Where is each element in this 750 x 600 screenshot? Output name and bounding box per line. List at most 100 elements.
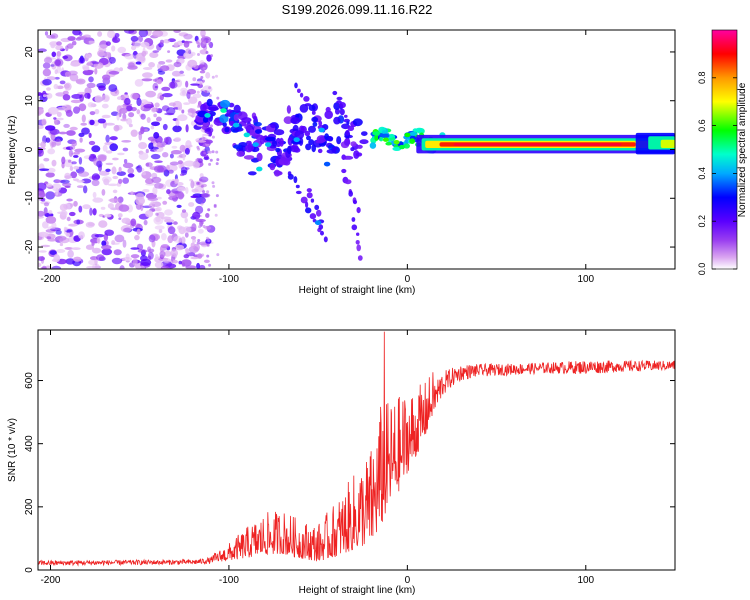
spectrogram-blob <box>192 93 202 99</box>
spectrogram-blob <box>135 61 142 65</box>
colorbar-tick-label: 0.4 <box>697 167 707 180</box>
spectrogram-blob <box>247 171 257 176</box>
spectrogram-blob <box>180 211 189 219</box>
spectrogram-y-axis: -20 -10 0 10 20 <box>24 46 675 254</box>
spectrogram-blob <box>130 35 139 42</box>
spectrogram-blob <box>71 94 83 99</box>
spectrogram-blob <box>122 162 134 169</box>
spectrogram-blob <box>88 76 94 83</box>
spectrogram-blob <box>42 221 49 229</box>
spectrogram-blob <box>287 145 292 155</box>
spectrogram-blob <box>163 39 170 44</box>
spectrogram-blob <box>415 127 424 133</box>
spectrogram-blob <box>101 248 113 256</box>
spectrogram-blob <box>311 116 319 123</box>
spectrogram-blob <box>189 51 196 57</box>
spectrogram-blob <box>89 111 96 116</box>
spectrogram-blob <box>216 96 220 100</box>
spectrogram-blob <box>149 52 159 58</box>
spectrogram-blob <box>265 136 276 142</box>
spectrogram-blob <box>295 184 300 189</box>
spectrogram-blob <box>63 83 70 89</box>
spectrogram-blob <box>61 156 66 165</box>
y-tick-label: 400 <box>24 435 35 452</box>
spectrogram-blob <box>39 191 46 198</box>
spectrogram-blob <box>351 224 358 231</box>
snr-y-axis: 0 200 400 600 <box>24 372 675 573</box>
spectrogram-blob <box>162 93 173 98</box>
spectrogram-blob <box>65 258 76 265</box>
spectrogram-blob <box>104 122 115 126</box>
spectrogram-blob <box>207 42 211 46</box>
x-tick-label: 100 <box>577 575 594 586</box>
spectrogram-tone-band <box>453 143 622 146</box>
spectrogram-blob <box>162 258 171 263</box>
spectrogram-blob <box>333 102 340 110</box>
spectrogram-blob <box>299 92 304 98</box>
spectrogram-blob <box>92 208 97 216</box>
spectrogram-blob <box>101 94 110 103</box>
spectrogram-blob <box>187 112 193 116</box>
spectrogram-blob <box>344 114 348 118</box>
spectrogram-blob <box>97 49 105 57</box>
spectrogram-blob <box>47 226 56 230</box>
spectrogram-blob <box>190 242 196 249</box>
spectrogram-blob <box>53 254 61 263</box>
spectrogram-blob <box>403 143 410 149</box>
spectrogram-blob <box>170 150 182 155</box>
spectrogram-blob <box>44 31 49 36</box>
spectrogram-blob <box>119 107 128 114</box>
x-tick-label: 100 <box>577 274 594 285</box>
spectrogram-blob <box>51 265 62 269</box>
spectrogram-blob <box>117 213 123 218</box>
spectrogram-blob <box>211 135 215 139</box>
spectrogram-blob <box>116 112 120 121</box>
spectrogram-blob <box>46 167 56 173</box>
spectrogram-blob <box>152 186 158 195</box>
spectrogram-blob <box>88 140 96 146</box>
spectrogram-blob <box>91 179 100 187</box>
spectrogram-blob <box>108 70 120 75</box>
spectrogram-blob <box>183 254 190 259</box>
spectrogram-blob <box>311 144 317 153</box>
spectrogram-blob <box>343 138 351 146</box>
spectrogram-blob <box>184 248 189 253</box>
spectrogram-blob <box>181 109 185 114</box>
spectrogram-blob <box>70 203 74 208</box>
spectrogram-blob <box>198 225 202 229</box>
spectrogram-blob <box>339 108 345 116</box>
spectrogram-blob <box>148 234 156 243</box>
spectrogram-blob <box>179 173 185 177</box>
spectrogram-blob <box>38 250 47 253</box>
spectrogram-blob <box>38 48 47 53</box>
spectrogram-blob <box>119 265 125 269</box>
spectrogram-blob <box>342 155 354 160</box>
spectrogram-blob <box>209 124 213 128</box>
spectrogram-blob <box>75 78 86 85</box>
spectrogram-blob <box>84 87 92 95</box>
x-tick-label: -100 <box>219 575 239 586</box>
spectrogram-blob <box>59 203 68 212</box>
spectrogram-blob <box>286 105 291 114</box>
snr-panel: -200 -100 0 100 0 200 400 600 Height of straig… <box>7 329 676 596</box>
spectrogram-blob <box>207 39 211 43</box>
x-tick-label: -200 <box>40 575 60 586</box>
spectrogram-blob <box>164 219 175 223</box>
spectrogram-blob <box>188 96 198 104</box>
spectrogram-blob <box>51 183 62 192</box>
spectrogram-blob <box>87 40 96 44</box>
spectrogram-blob <box>127 173 135 178</box>
spectrogram-blob <box>297 88 301 94</box>
spectrogram-blob <box>68 223 78 227</box>
spectrogram-blob <box>81 114 86 123</box>
spectrogram-blob <box>128 112 135 118</box>
spectrogram-blob <box>392 146 402 151</box>
spectrogram-blob <box>121 217 131 224</box>
spectrogram-blob <box>318 120 323 126</box>
spectrogram-blob <box>47 107 59 115</box>
spectrogram-blob <box>280 156 286 161</box>
spectrogram-blob <box>41 118 47 126</box>
spectrogram-blob <box>92 61 100 65</box>
spectrogram-blob <box>96 237 101 244</box>
spectrogram-blob <box>94 68 98 75</box>
